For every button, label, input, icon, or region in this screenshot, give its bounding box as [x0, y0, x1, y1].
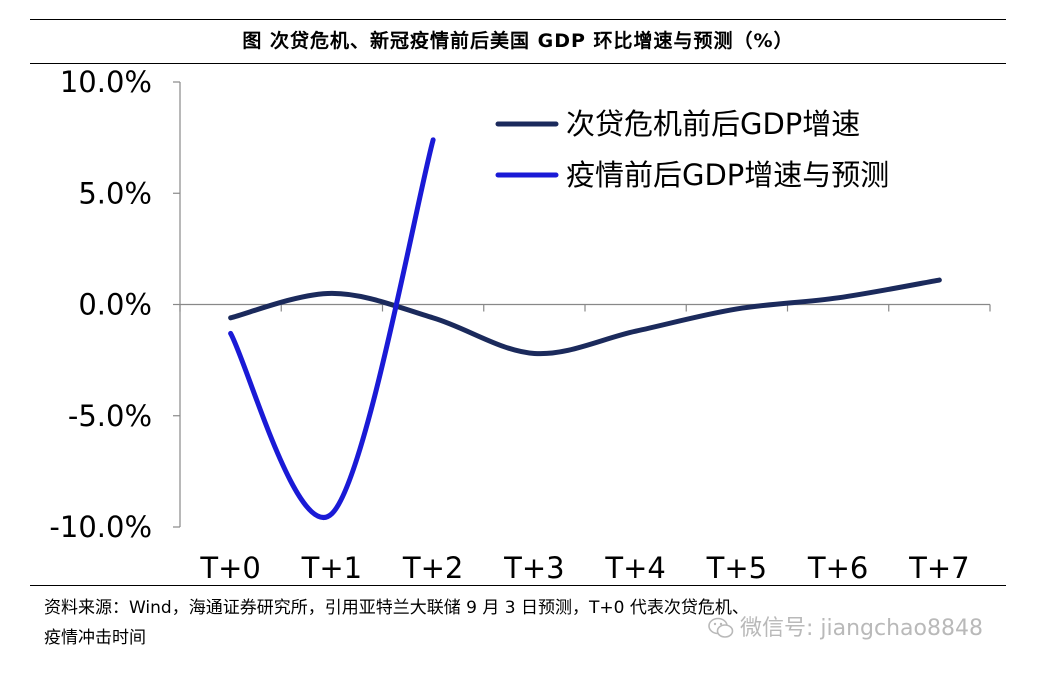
y-tick-label: 5.0%	[78, 176, 152, 210]
source-line-2: 疫情冲击时间	[44, 628, 146, 648]
series-line-2	[228, 137, 436, 520]
line-chart: 10.0% 5.0% 0.0% -5.0% -10.0% T+0 T+1 T+2 T+3 T+4 T…	[49, 65, 991, 585]
top-rule	[30, 19, 1006, 20]
wechat-icon	[708, 617, 734, 638]
x-tick-label: T+5	[706, 551, 767, 585]
chart-axes: 10.0% 5.0% 0.0% -5.0% -10.0% T+0 T+1 T+2 T+3 T+4 T…	[49, 65, 991, 585]
y-tick-label: 10.0%	[60, 65, 152, 99]
y-tick-label: -10.0%	[49, 510, 152, 544]
x-tick-label: T+2	[402, 551, 463, 585]
series-layer	[228, 137, 942, 520]
bottom-rule	[30, 585, 1006, 586]
y-tick-label: 0.0%	[78, 288, 152, 322]
x-tick-label: T+0	[199, 551, 260, 585]
y-tick-label: -5.0%	[68, 399, 152, 433]
series-line-1	[228, 277, 942, 357]
chart-title: 图 次贷危机、新冠疫情前后美国 GDP 环比增速与预测（%）	[242, 30, 794, 52]
x-tick-label: T+4	[604, 551, 665, 585]
source-note: 资料来源：Wind，海通证券研究所，引用亚特兰大联储 9 月 3 日预测，T+0…	[44, 593, 994, 653]
legend-label-1: 次贷危机前后GDP增速	[566, 107, 860, 141]
x-tick-label: T+3	[503, 551, 564, 585]
x-tick-label: T+7	[908, 551, 969, 585]
title-rule	[30, 63, 1006, 64]
watermark: 微信号: jiangchao8848	[708, 610, 983, 642]
legend-label-2: 疫情前后GDP增速与预测	[566, 158, 889, 192]
watermark-text: 微信号: jiangchao8848	[740, 616, 983, 641]
x-tick-label: T+1	[301, 551, 362, 585]
source-line-1: 资料来源：Wind，海通证券研究所，引用亚特兰大联储 9 月 3 日预测，T+0…	[44, 598, 749, 618]
x-tick-label: T+6	[807, 551, 868, 585]
